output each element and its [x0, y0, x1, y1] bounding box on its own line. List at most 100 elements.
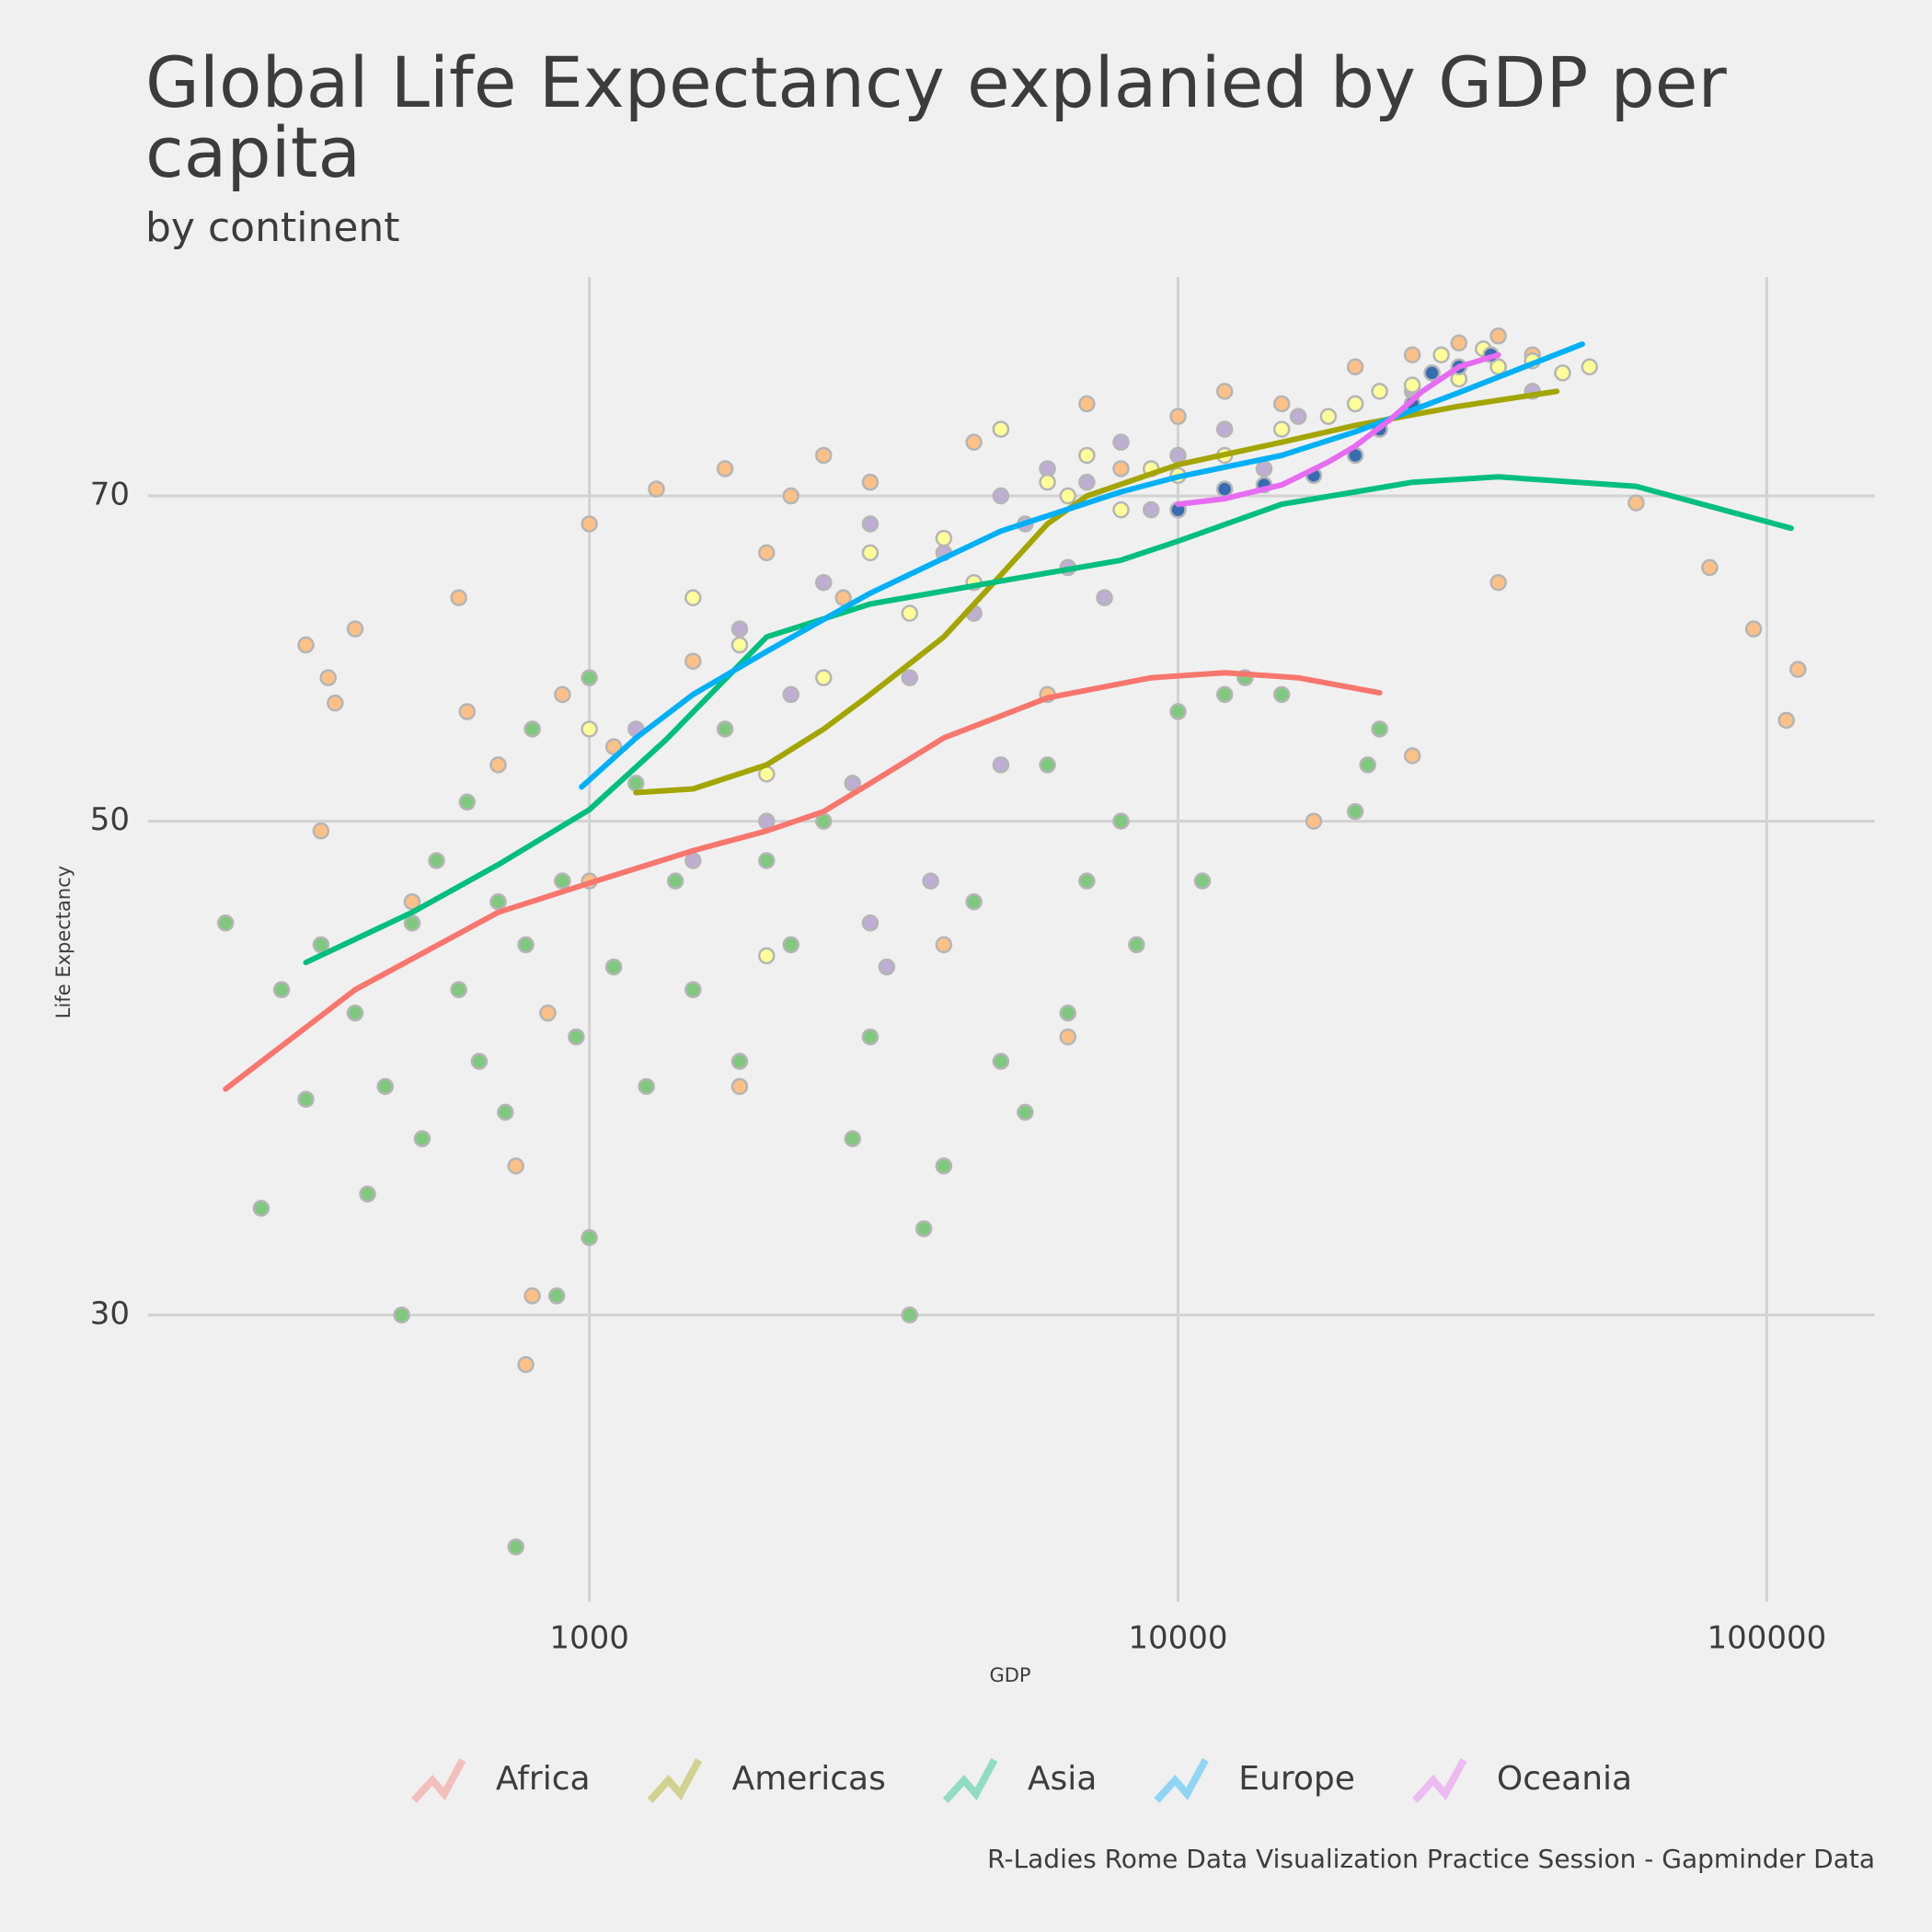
point: [684, 589, 702, 607]
point: [1169, 703, 1187, 720]
point: [1215, 420, 1234, 438]
x-tick-label: 10000: [1128, 1620, 1227, 1657]
point: [1371, 720, 1388, 738]
point: [1215, 383, 1234, 400]
legend-label: Oceania: [1497, 1760, 1632, 1798]
point: [1701, 558, 1719, 577]
legend-label: Americas: [732, 1760, 886, 1798]
point: [359, 1185, 376, 1203]
point: [272, 981, 291, 999]
point: [861, 515, 880, 533]
point: [1289, 408, 1307, 425]
point: [1142, 500, 1160, 519]
point: [730, 620, 749, 638]
point: [523, 720, 541, 738]
point: [684, 981, 702, 999]
point: [554, 872, 571, 890]
point: [1489, 573, 1507, 592]
point: [782, 487, 799, 505]
point: [1789, 661, 1807, 678]
point: [1450, 334, 1468, 352]
point: [1554, 364, 1571, 382]
point: [604, 738, 623, 755]
point: [319, 669, 337, 686]
point: [965, 892, 983, 911]
legend-key: [942, 1758, 998, 1803]
grid: [148, 277, 1875, 1602]
point: [312, 936, 330, 954]
trend-line: [579, 341, 1585, 790]
point: [861, 544, 880, 562]
point: [730, 1052, 749, 1070]
point: [517, 1355, 535, 1374]
point: [450, 981, 467, 999]
point: [901, 604, 919, 622]
legend-key: [647, 1758, 703, 1803]
point: [627, 775, 645, 792]
point: [1193, 872, 1212, 890]
point: [1272, 395, 1291, 413]
point: [1403, 376, 1421, 394]
point: [489, 892, 507, 911]
legend-key: [1154, 1758, 1209, 1803]
point: [1112, 500, 1130, 519]
point: [450, 589, 467, 607]
point: [1078, 395, 1096, 413]
x-tick-label: 100000: [1707, 1620, 1826, 1657]
point: [901, 1306, 919, 1324]
points: [216, 327, 1807, 1556]
legend-key: [410, 1758, 466, 1803]
point: [1169, 446, 1187, 465]
point: [992, 756, 1010, 774]
y-tick-label: 70: [90, 477, 130, 513]
point: [297, 636, 315, 654]
point: [965, 433, 983, 451]
chart-title: Global Life Expectancy explanied by GDP …: [145, 41, 1727, 193]
point: [403, 892, 421, 911]
point: [1346, 358, 1364, 376]
point: [815, 669, 833, 686]
point: [1096, 589, 1113, 607]
point: [1255, 460, 1273, 477]
point: [758, 947, 776, 965]
point: [1169, 408, 1187, 425]
point: [346, 1004, 364, 1022]
point: [935, 1157, 953, 1175]
point: [413, 1130, 431, 1148]
point: [861, 473, 880, 491]
point: [489, 756, 507, 774]
y-axis-title: Life Expectancy: [52, 866, 75, 1018]
point: [1128, 936, 1145, 954]
point: [684, 852, 702, 869]
x-axis-title: GDP: [989, 1664, 1030, 1686]
point: [935, 529, 953, 547]
point: [1059, 487, 1077, 505]
point: [1078, 473, 1096, 491]
point: [992, 487, 1010, 505]
point: [216, 914, 235, 932]
point: [376, 1077, 394, 1096]
point: [1059, 1028, 1077, 1046]
point: [1346, 395, 1364, 413]
point: [1215, 480, 1234, 498]
trend-line: [223, 670, 1383, 1092]
point: [547, 1287, 566, 1305]
point: [568, 1028, 585, 1046]
point: [782, 685, 799, 704]
point: [393, 1306, 410, 1324]
point: [507, 1538, 524, 1556]
point: [1432, 346, 1450, 363]
point: [1403, 346, 1421, 363]
point: [1371, 383, 1388, 400]
point: [834, 589, 852, 607]
trend-line: [633, 388, 1560, 796]
point: [861, 1028, 880, 1046]
point: [497, 1103, 514, 1121]
point: [1112, 460, 1130, 477]
point: [844, 1130, 862, 1148]
point: [935, 936, 953, 954]
point: [470, 1052, 489, 1070]
point: [458, 793, 477, 811]
